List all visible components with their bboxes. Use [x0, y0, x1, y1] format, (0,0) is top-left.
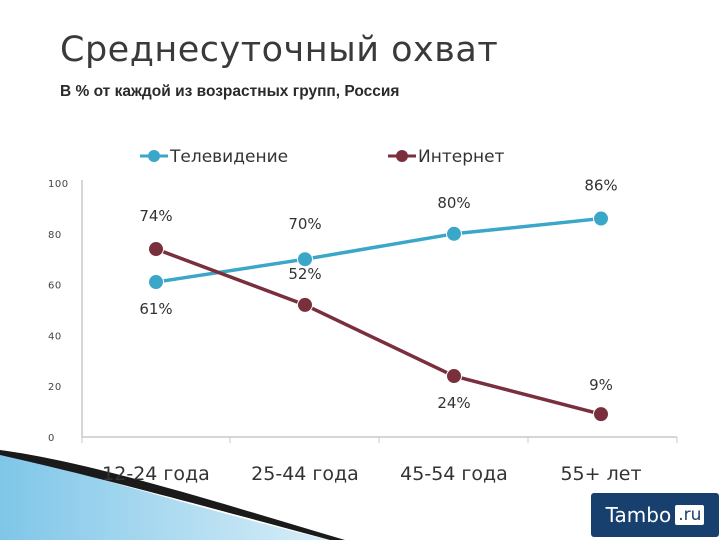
series-lines: 61% 70% 80% 86% 74% 52% 24% 9%: [139, 177, 618, 423]
decorative-swoosh: [0, 450, 345, 540]
data-point: [446, 225, 462, 242]
x-tick-label: 25-44 года: [251, 463, 359, 485]
y-tick-label: 20: [48, 382, 62, 393]
data-point: [148, 274, 164, 291]
y-tick-label: 40: [48, 331, 62, 342]
series-line-1: [155, 247, 602, 416]
y-tick-label: 100: [48, 179, 69, 190]
legend-marker: [148, 150, 160, 162]
x-tick-label: 45-54 года: [400, 463, 508, 485]
data-label: 61%: [139, 300, 172, 318]
legend-label: Интернет: [418, 147, 505, 167]
watermark-suffix: .ru: [675, 505, 705, 525]
legend-label: Телевидение: [169, 147, 288, 167]
data-label: 52%: [288, 265, 321, 283]
data-label: 70%: [288, 215, 321, 233]
x-tick-label: 12-24 года: [102, 463, 210, 485]
watermark-brand: Tambo: [605, 503, 672, 527]
chart-subtitle: В % от каждой из возрастных групп, Росси…: [60, 83, 400, 100]
y-tick-label: 60: [48, 281, 62, 292]
data-point: [297, 251, 313, 268]
data-point: [593, 406, 609, 423]
data-point: [593, 210, 609, 227]
x-tick-label: 55+ лет: [560, 463, 641, 485]
chart-axes: 0 20 40 60 80 100 12-24 года 25-44 года 45-54 го…: [48, 179, 678, 485]
data-point: [148, 241, 164, 258]
data-label: 24%: [437, 394, 470, 412]
data-label: 86%: [584, 177, 617, 195]
data-point: [446, 368, 462, 385]
tambo-watermark: Tambo .ru: [591, 493, 719, 537]
page-title: Среднесуточный охват: [60, 30, 499, 70]
y-tick-label: 0: [48, 433, 55, 444]
y-tick-label: 80: [48, 230, 62, 241]
data-label: 74%: [139, 207, 172, 225]
chart-legend: Телевидение Интернет: [140, 147, 505, 167]
legend-marker: [396, 150, 408, 162]
data-point: [297, 296, 313, 313]
data-label: 9%: [589, 376, 613, 394]
series-line-0: [155, 216, 602, 284]
data-label: 80%: [437, 194, 470, 212]
